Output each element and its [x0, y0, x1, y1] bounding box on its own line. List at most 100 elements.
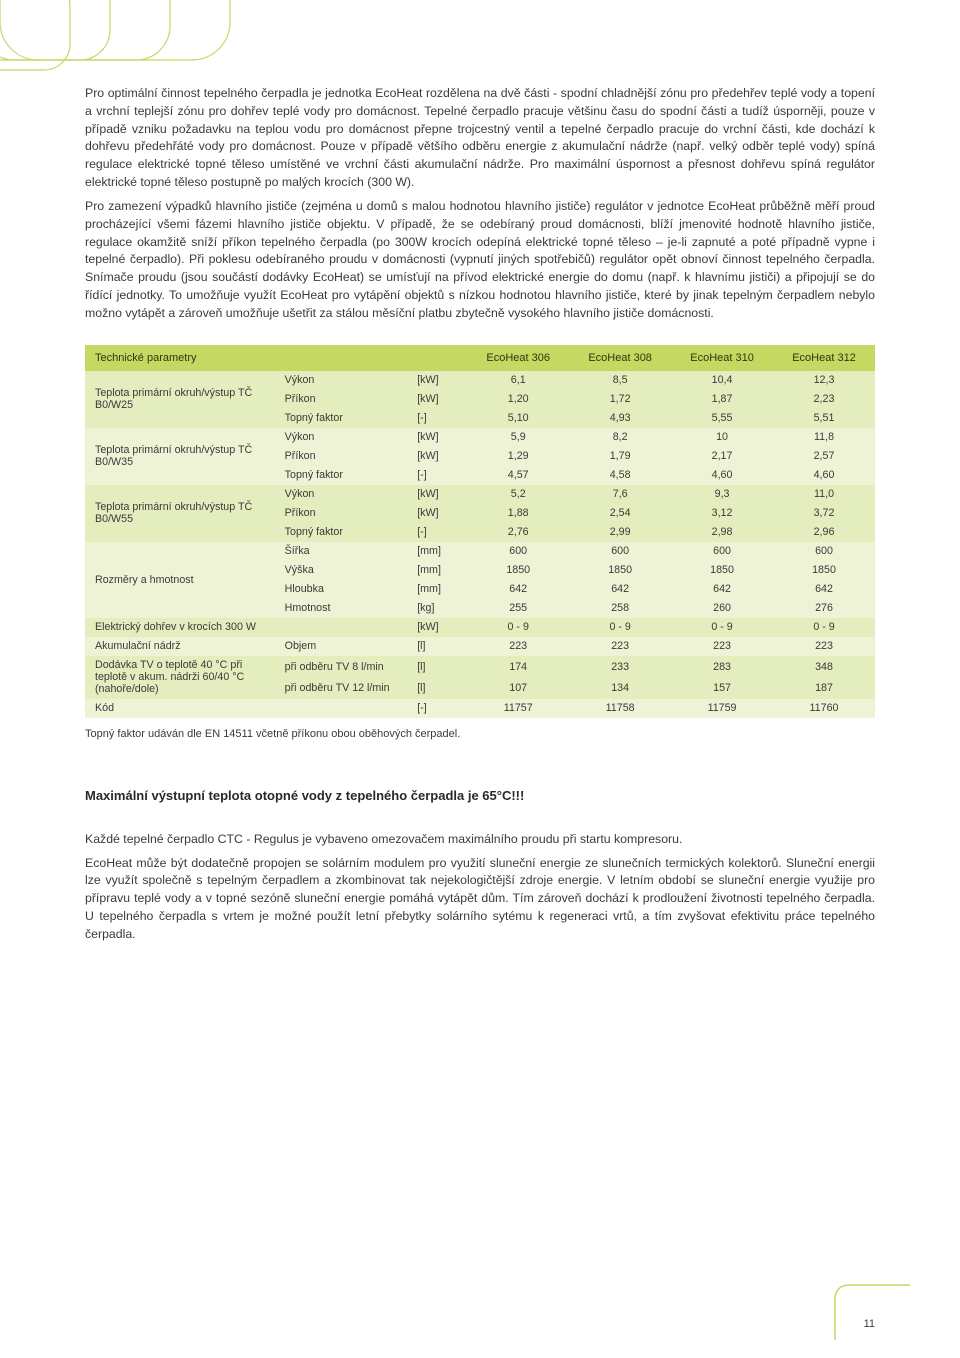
- cell-value: 258: [569, 599, 671, 618]
- cell-value: 2,57: [773, 447, 875, 466]
- row-sublabel: Topný faktor: [279, 466, 412, 485]
- page-number: 11: [864, 1318, 875, 1330]
- row-sublabel: Topný faktor: [279, 409, 412, 428]
- cell-value: 260: [671, 599, 773, 618]
- row-group-label: Kód: [85, 699, 279, 718]
- cell-value: 9,3: [671, 485, 773, 504]
- spec-table: Technické parametry EcoHeat 306 EcoHeat …: [85, 345, 875, 718]
- row-unit: [kW]: [411, 504, 467, 523]
- cell-value: 10: [671, 428, 773, 447]
- row-sublabel: při odběru TV 8 l/min: [279, 656, 412, 678]
- cell-value: 0 - 9: [467, 618, 569, 637]
- paragraph-4: EcoHeat může být dodatečně propojen se s…: [85, 855, 875, 944]
- row-group-label: Elektrický dohřev v krocích 300 W: [85, 618, 279, 637]
- cell-value: 2,98: [671, 523, 773, 542]
- cell-value: 1,29: [467, 447, 569, 466]
- cell-value: 2,23: [773, 390, 875, 409]
- row-sublabel: Hmotnost: [279, 599, 412, 618]
- cell-value: 0 - 9: [671, 618, 773, 637]
- cell-value: 642: [671, 580, 773, 599]
- cell-value: 4,58: [569, 466, 671, 485]
- row-sublabel: Objem: [279, 637, 412, 656]
- row-group-label: Teplota primární okruh/výstup TČ B0/W55: [85, 485, 279, 542]
- row-group-label: Teplota primární okruh/výstup TČ B0/W25: [85, 371, 279, 428]
- cell-value: 1,79: [569, 447, 671, 466]
- row-sublabel: při odběru TV 12 l/min: [279, 677, 412, 699]
- cell-value: 276: [773, 599, 875, 618]
- table-header-title: Technické parametry: [85, 345, 467, 371]
- table-header-row: Technické parametry EcoHeat 306 EcoHeat …: [85, 345, 875, 371]
- cell-value: 2,17: [671, 447, 773, 466]
- cell-value: 223: [569, 637, 671, 656]
- cell-value: 11,8: [773, 428, 875, 447]
- cell-value: 4,93: [569, 409, 671, 428]
- cell-value: 2,54: [569, 504, 671, 523]
- cell-value: 174: [467, 656, 569, 678]
- row-sublabel: Výška: [279, 561, 412, 580]
- cell-value: 2,96: [773, 523, 875, 542]
- table-header-model: EcoHeat 310: [671, 345, 773, 371]
- cell-value: 0 - 9: [773, 618, 875, 637]
- row-unit: [kg]: [411, 599, 467, 618]
- cell-value: 600: [773, 542, 875, 561]
- row-group-label: Rozměry a hmotnost: [85, 542, 279, 618]
- row-sublabel: Příkon: [279, 504, 412, 523]
- paragraph-3: Každé tepelné čerpadlo CTC - Regulus je …: [85, 831, 875, 849]
- row-unit: [-]: [411, 409, 467, 428]
- row-group-label: Teplota primární okruh/výstup TČ B0/W35: [85, 428, 279, 485]
- cell-value: 3,72: [773, 504, 875, 523]
- cell-value: 1850: [773, 561, 875, 580]
- row-unit: [l]: [411, 677, 467, 699]
- cell-value: 233: [569, 656, 671, 678]
- paragraph-1: Pro optimální činnost tepelného čerpadla…: [85, 85, 875, 192]
- cell-value: 6,1: [467, 371, 569, 390]
- table-row: Elektrický dohřev v krocích 300 W[kW]0 -…: [85, 618, 875, 637]
- cell-value: 5,51: [773, 409, 875, 428]
- cell-value: 12,3: [773, 371, 875, 390]
- row-sublabel: [279, 699, 412, 718]
- cell-value: 223: [773, 637, 875, 656]
- row-unit: [l]: [411, 656, 467, 678]
- row-sublabel: Výkon: [279, 485, 412, 504]
- cell-value: 223: [467, 637, 569, 656]
- page-corner-frame: [830, 1280, 910, 1340]
- row-unit: [l]: [411, 637, 467, 656]
- cell-value: 107: [467, 677, 569, 699]
- cell-value: 1850: [671, 561, 773, 580]
- cell-value: 8,5: [569, 371, 671, 390]
- cell-value: 642: [569, 580, 671, 599]
- row-unit: [-]: [411, 699, 467, 718]
- cell-value: 0 - 9: [569, 618, 671, 637]
- row-unit: [kW]: [411, 390, 467, 409]
- max-temp-heading: Maximální výstupní teplota otopné vody z…: [85, 788, 875, 803]
- row-group-label: Dodávka TV o teplotě 40 °C při teplotě v…: [85, 656, 279, 699]
- table-footnote: Topný faktor udáván dle EN 14511 včetně …: [85, 728, 875, 740]
- table-header-model: EcoHeat 306: [467, 345, 569, 371]
- cell-value: 642: [773, 580, 875, 599]
- cell-value: 1,20: [467, 390, 569, 409]
- cell-value: 255: [467, 599, 569, 618]
- paragraph-2: Pro zamezení výpadků hlavního jističe (z…: [85, 198, 875, 323]
- cell-value: 5,2: [467, 485, 569, 504]
- cell-value: 600: [569, 542, 671, 561]
- table-row: Teplota primární okruh/výstup TČ B0/W35V…: [85, 428, 875, 447]
- row-unit: [-]: [411, 466, 467, 485]
- table-header-model: EcoHeat 312: [773, 345, 875, 371]
- row-unit: [mm]: [411, 561, 467, 580]
- table-row: Teplota primární okruh/výstup TČ B0/W25V…: [85, 371, 875, 390]
- cell-value: 11758: [569, 699, 671, 718]
- row-unit: [kW]: [411, 428, 467, 447]
- cell-value: 4,57: [467, 466, 569, 485]
- row-unit: [kW]: [411, 618, 467, 637]
- row-sublabel: Příkon: [279, 447, 412, 466]
- row-sublabel: Výkon: [279, 428, 412, 447]
- table-row: Rozměry a hmotnostŠířka[mm]600600600600: [85, 542, 875, 561]
- cell-value: 4,60: [773, 466, 875, 485]
- row-unit: [mm]: [411, 542, 467, 561]
- table-row: Dodávka TV o teplotě 40 °C při teplotě v…: [85, 656, 875, 678]
- cell-value: 8,2: [569, 428, 671, 447]
- table-header-model: EcoHeat 308: [569, 345, 671, 371]
- table-row: Akumulační nádržObjem[l]223223223223: [85, 637, 875, 656]
- cell-value: 600: [671, 542, 773, 561]
- cell-value: 3,12: [671, 504, 773, 523]
